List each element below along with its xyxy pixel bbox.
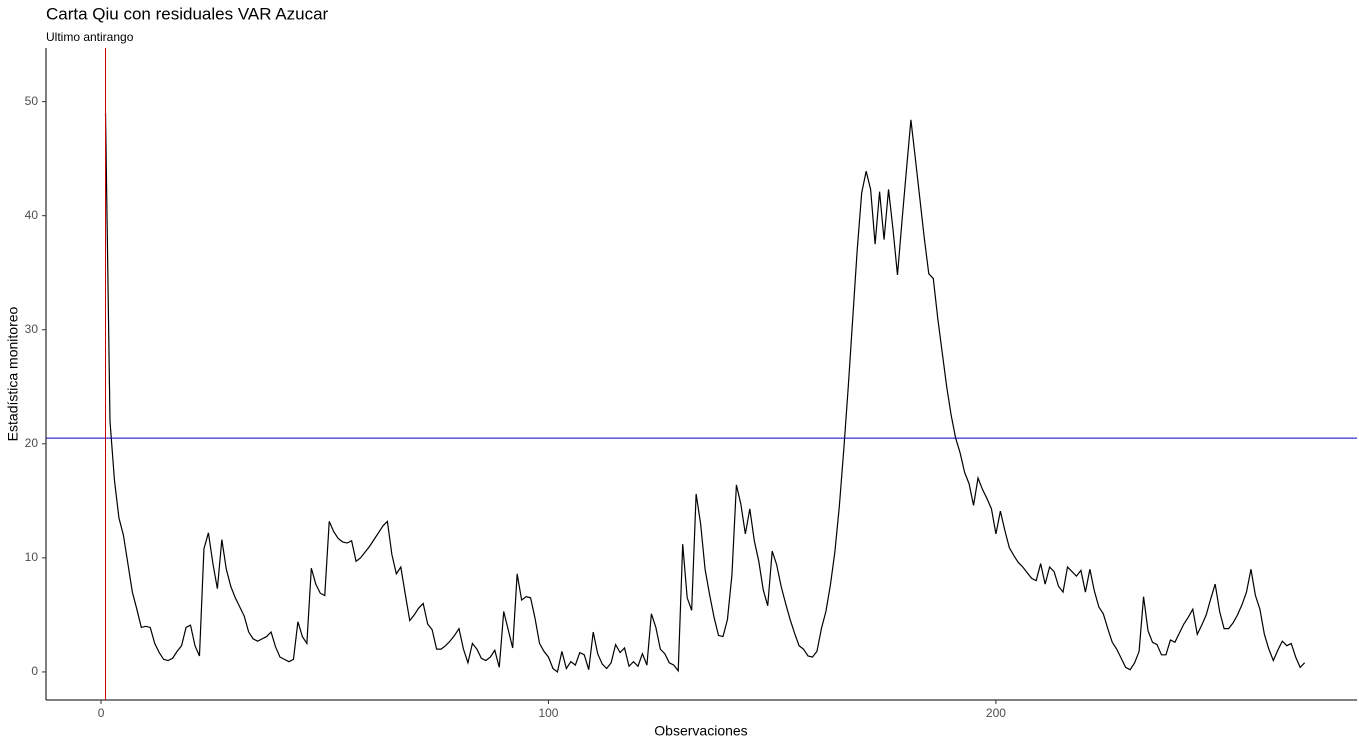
- y-tick-label: 30: [25, 322, 39, 336]
- x-axis-title: Observaciones: [654, 723, 747, 739]
- y-tick-label: 10: [25, 550, 39, 564]
- data-line: [104, 113, 1306, 673]
- y-tick-label: 50: [25, 94, 39, 108]
- x-tick-label: 0: [98, 706, 105, 720]
- y-tick-label: 20: [25, 436, 39, 450]
- x-tick-label: 200: [986, 706, 1006, 720]
- y-axis-title: Estadística monitoreo: [5, 306, 21, 441]
- y-tick-label: 0: [31, 664, 38, 678]
- chart-title: Carta Qiu con residuales VAR Azucar: [46, 4, 329, 23]
- chart-subtitle: Ultimo antirango: [46, 30, 134, 44]
- y-tick-label: 40: [25, 208, 39, 222]
- x-tick-label: 100: [538, 706, 558, 720]
